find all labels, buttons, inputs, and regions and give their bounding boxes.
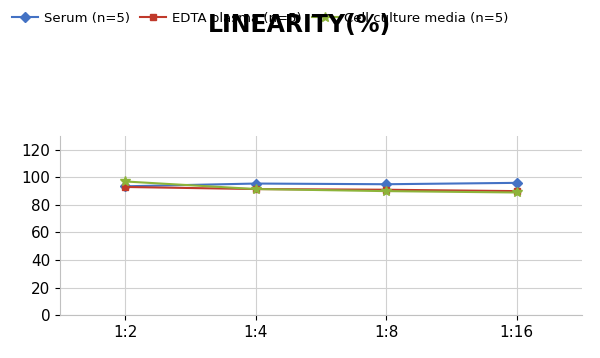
Line: Serum (n=5): Serum (n=5) (122, 179, 520, 190)
EDTA plasma (n=5) (122, 185, 129, 189)
EDTA plasma (n=5) (383, 188, 390, 192)
Cell culture media (n=5) (252, 187, 259, 191)
Legend: Serum (n=5), EDTA plasma (n=5), Cell culture media (n=5): Serum (n=5), EDTA plasma (n=5), Cell cul… (7, 6, 513, 30)
Serum (n=5) (252, 182, 259, 186)
Cell culture media (n=5) (383, 189, 390, 193)
EDTA plasma (n=5) (252, 187, 259, 191)
Line: EDTA plasma (n=5): EDTA plasma (n=5) (122, 184, 520, 195)
Text: LINEARITY(%): LINEARITY(%) (208, 13, 392, 37)
Line: Cell culture media (n=5): Cell culture media (n=5) (121, 176, 521, 197)
Cell culture media (n=5) (122, 179, 129, 184)
Serum (n=5) (383, 182, 390, 187)
Serum (n=5) (122, 184, 129, 188)
Serum (n=5) (513, 181, 520, 185)
EDTA plasma (n=5) (513, 189, 520, 193)
Cell culture media (n=5) (513, 190, 520, 195)
